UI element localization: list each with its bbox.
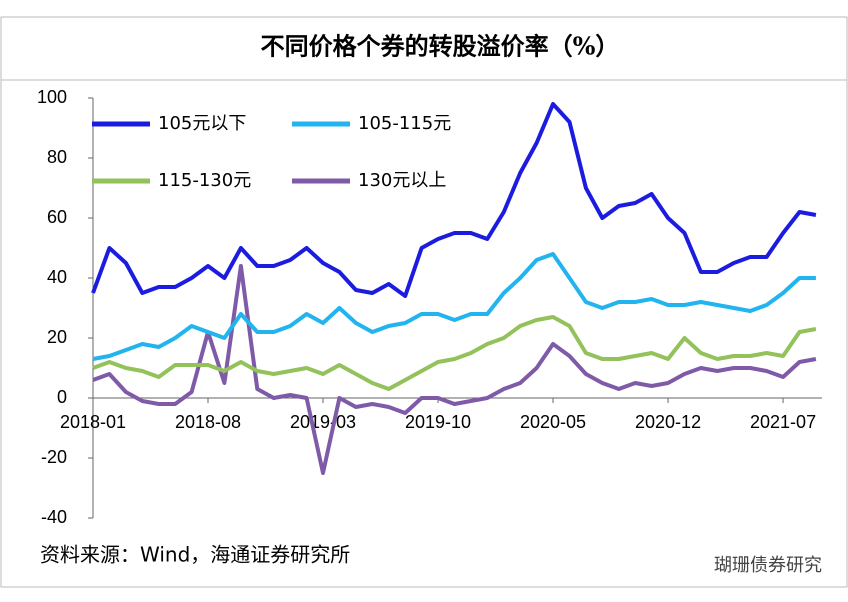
x-tick-label: 2018-08 bbox=[175, 412, 241, 432]
x-tick-label: 2019-10 bbox=[405, 412, 471, 432]
series-line bbox=[91, 102, 817, 298]
x-tick-label: 2019-03 bbox=[290, 412, 356, 432]
y-tick-label: -40 bbox=[41, 507, 67, 527]
y-tick-label: 40 bbox=[47, 267, 67, 287]
legend-label: 105元以下 bbox=[158, 113, 246, 134]
y-tick-label: 100 bbox=[37, 87, 67, 107]
series-line bbox=[92, 252, 816, 361]
y-tick-label: 20 bbox=[47, 327, 67, 347]
legend-label: 115-130元 bbox=[158, 170, 251, 191]
y-tick-label: 0 bbox=[57, 387, 67, 407]
series-line bbox=[92, 315, 817, 391]
x-tick-label: 2018-01 bbox=[60, 412, 126, 432]
frame bbox=[0, 16, 848, 588]
series-line bbox=[92, 264, 817, 475]
x-tick-label: 2020-12 bbox=[635, 412, 701, 432]
y-tick-label: 60 bbox=[47, 207, 67, 227]
source-note: 资料来源：Wind，海通证券研究所 bbox=[40, 543, 350, 567]
y-tick-label: -20 bbox=[41, 447, 67, 467]
y-tick-label: 80 bbox=[47, 147, 67, 167]
watermark: 瑚珊债券研究 bbox=[714, 555, 822, 576]
legend-label: 130元以上 bbox=[358, 170, 446, 191]
legend-label: 105-115元 bbox=[358, 113, 451, 134]
chart-title: 不同价格个券的转股溢价率（%） bbox=[261, 32, 620, 61]
x-tick-label: 2021-07 bbox=[750, 412, 816, 432]
x-tick-label: 2020-05 bbox=[520, 412, 586, 432]
